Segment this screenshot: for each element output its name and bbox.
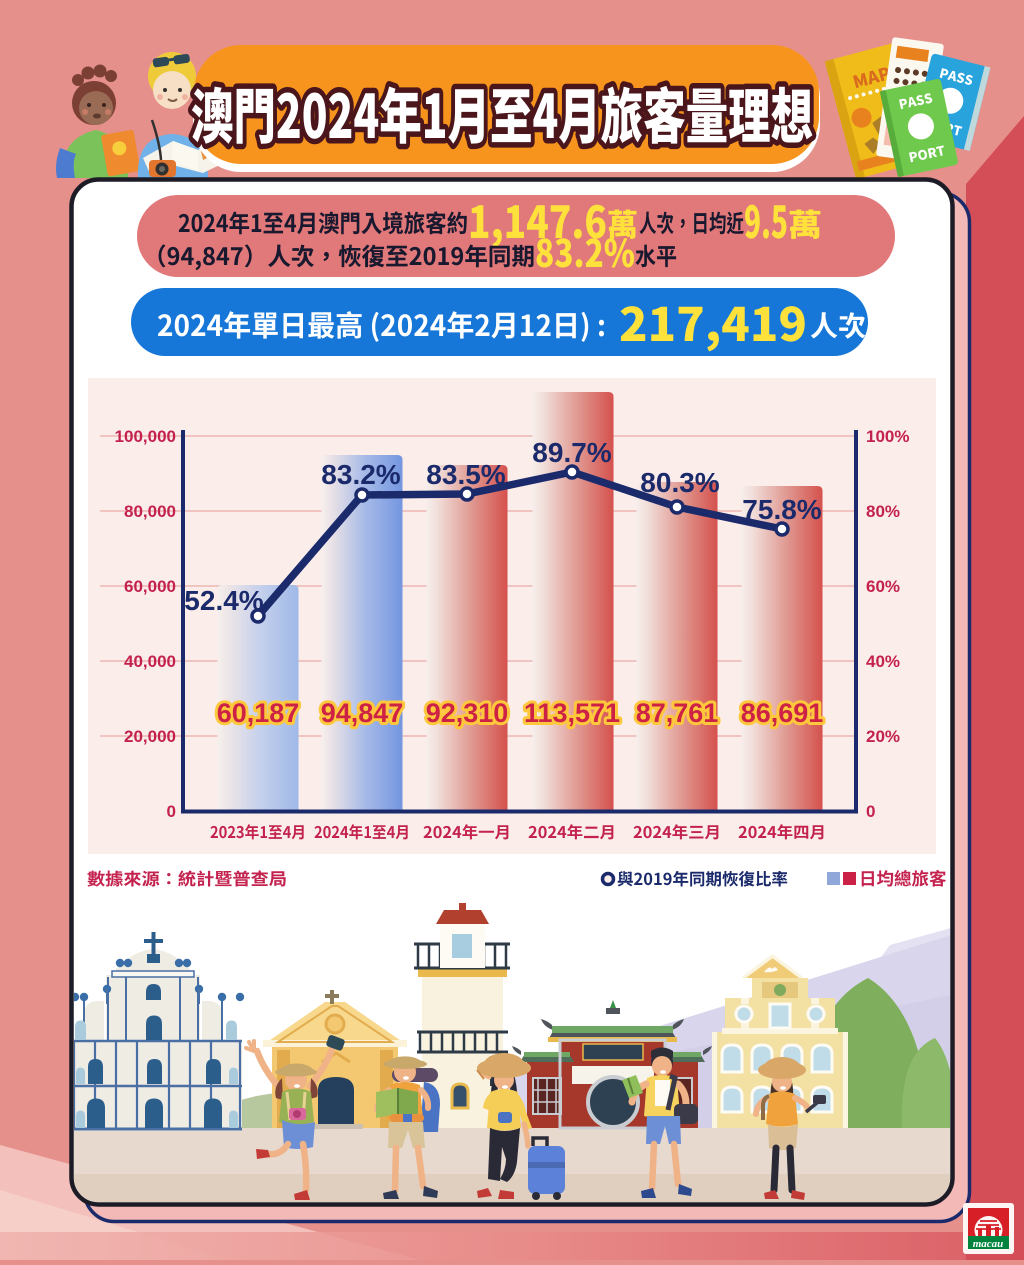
svg-text:92,310: 92,310 [426,698,509,728]
svg-text:0: 0 [167,802,176,821]
svg-text:86,691: 86,691 [741,698,824,728]
svg-text:60,000: 60,000 [124,577,176,596]
svg-text:52.4%: 52.4% [184,585,263,616]
svg-text:75.8%: 75.8% [742,494,821,525]
svg-text:20%: 20% [866,727,900,746]
svg-text:100%: 100% [866,427,909,446]
svg-text:60%: 60% [866,577,900,596]
svg-text:113,571: 113,571 [524,698,620,728]
svg-text:89.7%: 89.7% [532,437,611,468]
svg-text:60,187: 60,187 [217,698,300,728]
svg-text:100,000: 100,000 [115,427,176,446]
svg-text:80.3%: 80.3% [640,467,719,498]
svg-text:40%: 40% [866,652,900,671]
svg-text:0: 0 [866,802,875,821]
svg-text:87,761: 87,761 [636,698,719,728]
svg-text:macau: macau [973,1238,1004,1250]
svg-text:83.5%: 83.5% [426,459,505,490]
svg-text:40,000: 40,000 [124,652,176,671]
svg-text:83.2%: 83.2% [321,459,400,490]
svg-text:94,847: 94,847 [321,698,404,728]
svg-text:20,000: 20,000 [124,727,176,746]
svg-text:80%: 80% [866,502,900,521]
svg-text:80,000: 80,000 [124,502,176,521]
